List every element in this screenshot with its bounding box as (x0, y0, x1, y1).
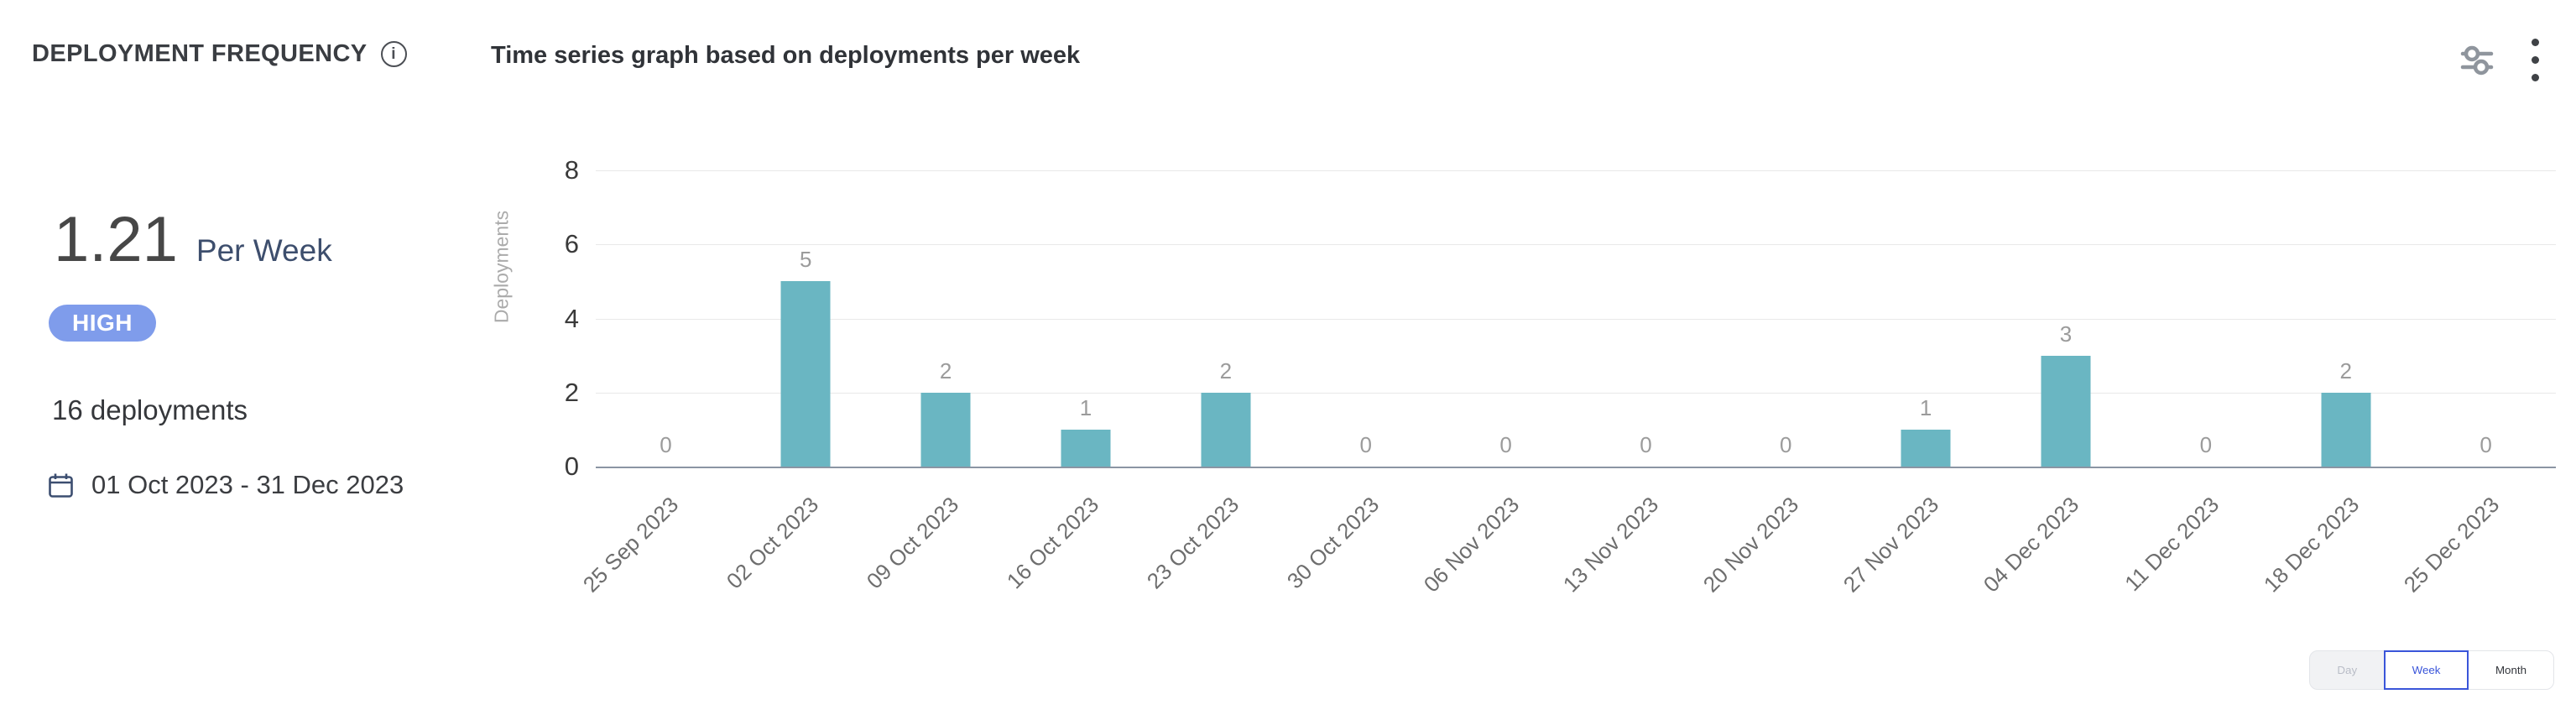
bar-value-label: 0 (2480, 432, 2492, 457)
x-axis-labels: 25 Sep 2023 02 Oct 2023 09 Oct 2023 16 Oct … (578, 467, 2556, 634)
deployment-bar[interactable] (920, 392, 971, 467)
x-tick-label: 18 Dec 2023 (2258, 492, 2364, 597)
x-tick-label: 27 Nov 2023 (1838, 492, 1944, 597)
metric-value: 1.21 (54, 204, 178, 275)
bar-value-label: 2 (939, 357, 952, 383)
bar-column: 0 (1576, 170, 1716, 467)
bar-column: 0 (1716, 170, 1856, 467)
info-icon[interactable]: i (380, 41, 407, 67)
x-tick-label: 23 Oct 2023 (1141, 492, 1244, 594)
deployment-bar[interactable] (1201, 392, 1251, 467)
granularity-toggle: Day Week Month (2309, 650, 2554, 690)
bar-value-label: 0 (1780, 432, 1792, 457)
x-tick-label: 09 Oct 2023 (861, 492, 964, 594)
y-tick-label: 2 (564, 377, 579, 407)
granularity-week-button[interactable]: Week (2383, 650, 2469, 690)
x-tick-label: 13 Nov 2023 (1558, 492, 1664, 597)
bar-column: 1 (1016, 170, 1156, 467)
y-axis-ticks: 0 2 4 6 8 (487, 155, 579, 481)
bar-value-label: 2 (1219, 357, 1233, 383)
x-tick-label: 25 Sep 2023 (578, 492, 684, 597)
bar-value-label: 0 (1640, 432, 1652, 457)
bar-value-label: 3 (2059, 321, 2073, 347)
bar-value-label: 1 (1919, 394, 1932, 420)
y-tick-label: 6 (564, 229, 579, 259)
total-deployments: 16 deployments (52, 394, 248, 425)
bar-column: 0 (596, 170, 736, 467)
widget-title: DEPLOYMENT FREQUENCY (32, 40, 368, 67)
y-tick-label: 8 (564, 155, 579, 185)
deployment-bar[interactable] (2041, 355, 2091, 467)
x-axis-baseline (596, 467, 2556, 468)
plot-area: 0 5 2 1 2 0 0 0 0 1 3 0 2 0 (596, 170, 2556, 468)
bar-value-label: 0 (660, 432, 672, 457)
gridline (596, 392, 2556, 394)
bar-column: 2 (2276, 170, 2416, 467)
x-tick-label: 30 Oct 2023 (1281, 492, 1384, 594)
x-tick-label: 02 Oct 2023 (722, 492, 824, 594)
deployment-bar[interactable] (780, 281, 831, 467)
chart-subtitle: Time series graph based on deployments p… (491, 42, 1081, 69)
deployment-bar[interactable] (1901, 429, 1951, 467)
bar-column: 5 (736, 170, 876, 467)
header-actions (2456, 34, 2547, 86)
bar-value-label: 0 (1359, 432, 1372, 457)
bar-value-label: 2 (2339, 357, 2352, 383)
bar-value-label: 5 (800, 247, 812, 273)
calendar-icon (47, 472, 75, 499)
deployment-bar[interactable] (1061, 429, 1111, 467)
x-tick-label: 11 Dec 2023 (2119, 492, 2224, 597)
bar-value-label: 0 (1499, 432, 1512, 457)
status-badge: HIGH (49, 305, 156, 342)
x-tick-label: 25 Dec 2023 (2398, 492, 2504, 597)
kebab-menu-icon[interactable] (2523, 34, 2547, 86)
x-tick-label: 20 Nov 2023 (1698, 492, 1804, 597)
x-tick-label: 16 Oct 2023 (1001, 492, 1104, 594)
gridline (596, 318, 2556, 320)
metric-unit: Per Week (196, 233, 332, 268)
bar-column: 1 (1856, 170, 1996, 467)
bar-column: 2 (1155, 170, 1296, 467)
bar-value-label: 0 (2199, 432, 2213, 457)
granularity-day-button[interactable]: Day (2309, 650, 2386, 690)
bar-column: 3 (1996, 170, 2136, 467)
filter-sliders-icon[interactable] (2456, 39, 2498, 81)
x-tick-label: 06 Nov 2023 (1418, 492, 1524, 597)
y-tick-label: 4 (564, 303, 579, 333)
widget-header: DEPLOYMENT FREQUENCY i (32, 40, 407, 68)
bar-column: 0 (1436, 170, 1576, 467)
date-range-text: 01 Oct 2023 - 31 Dec 2023 (91, 470, 404, 499)
deployment-bar[interactable] (2321, 392, 2371, 467)
date-range: 01 Oct 2023 - 31 Dec 2023 (47, 470, 404, 500)
bar-value-label: 1 (1079, 394, 1092, 420)
bar-column: 0 (2416, 170, 2556, 467)
bar-column: 0 (1296, 170, 1436, 467)
gridline (596, 244, 2556, 246)
x-tick-label: 04 Dec 2023 (1978, 492, 2084, 597)
y-tick-label: 0 (564, 451, 579, 481)
gridline (596, 170, 2556, 171)
bar-column: 0 (2135, 170, 2276, 467)
granularity-month-button[interactable]: Month (2467, 650, 2554, 690)
bar-column: 2 (876, 170, 1016, 467)
frequency-metric: 1.21 Per Week (54, 208, 332, 272)
